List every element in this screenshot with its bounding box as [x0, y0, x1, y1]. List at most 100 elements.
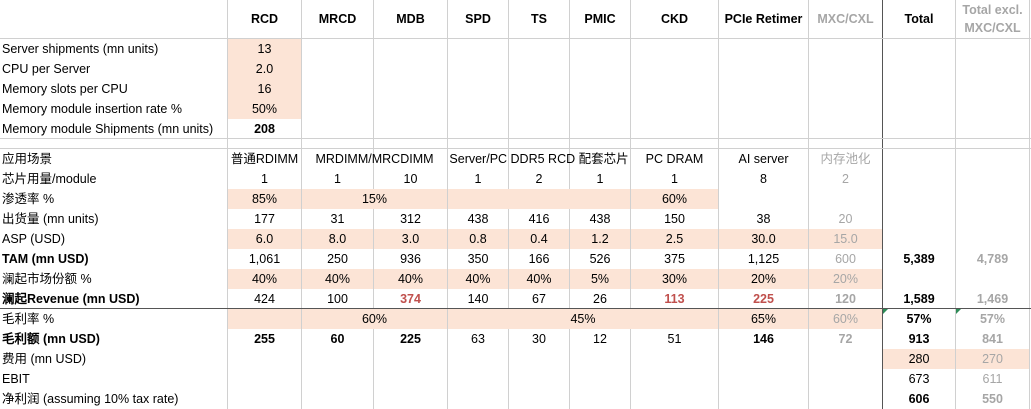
- column-header-spd: SPD: [465, 12, 491, 26]
- revenue-value: 26: [593, 292, 607, 306]
- asp-value: 1.2: [570, 229, 630, 249]
- column-header-mxc-cxl: MXC/CXL: [817, 12, 874, 26]
- tam-value: 1,125: [747, 252, 780, 266]
- row-label-net-profit: 净利润 (assuming 10% tax rate): [2, 392, 179, 406]
- net-profit-total-excl: 550: [982, 392, 1003, 406]
- expense-total: 280: [883, 349, 955, 369]
- row-label-chips: 芯片用量/module: [2, 172, 97, 186]
- grid-line: [301, 0, 302, 409]
- share-value: 40%: [228, 269, 301, 289]
- revenue-value: 225: [753, 292, 774, 306]
- chips-value: 1: [261, 172, 268, 186]
- chips-value: 10: [403, 172, 418, 186]
- asp-value: 15.0: [809, 229, 882, 249]
- net-profit-total: 606: [908, 392, 930, 406]
- shipments-value: 38: [756, 212, 771, 226]
- tam-value: 600: [835, 252, 856, 266]
- gross-profit-total-excl: 841: [982, 332, 1003, 346]
- share-value: 5%: [570, 269, 630, 289]
- share-value: 40%: [448, 269, 508, 289]
- chips-value: 8: [760, 172, 767, 186]
- gross-profit-value: 30: [532, 332, 546, 346]
- row-label-memory-slots: Memory slots per CPU: [2, 82, 128, 96]
- grid-line: [0, 138, 1031, 139]
- tam-value: 375: [664, 252, 685, 266]
- gross-margin-spd-group: 45%: [448, 309, 718, 329]
- comment-indicator-icon: [956, 309, 961, 314]
- chips-value: 1: [596, 172, 604, 186]
- grid-line: [447, 0, 448, 409]
- gross-margin-blank: [228, 309, 301, 329]
- share-value: 40%: [374, 269, 447, 289]
- revenue-value: 100: [327, 292, 348, 306]
- shipments-value: 416: [528, 212, 550, 226]
- penetration-ckd: 60%: [631, 189, 718, 209]
- column-header-total: Total: [904, 12, 934, 26]
- column-header-rcd: RCD: [250, 12, 279, 26]
- tam-value: 250: [327, 252, 348, 266]
- cpu-per-server-value: 2.0: [228, 59, 301, 79]
- module-shipments-value: 208: [254, 122, 275, 136]
- shipments-value: 312: [400, 212, 421, 226]
- tam-total: 5,389: [903, 252, 935, 266]
- gross-profit-value: 63: [471, 332, 485, 346]
- penetration-mrcd-mdb: 15%: [302, 189, 447, 209]
- scenario-ckd: PC DRAM: [645, 152, 704, 166]
- share-value: 40%: [302, 269, 373, 289]
- gross-margin-mrcd-group: 60%: [302, 309, 447, 329]
- grid-line: [718, 0, 719, 409]
- row-label-gross-margin: 毛利率 %: [2, 312, 55, 326]
- grid-line: [0, 148, 1031, 149]
- scenario-pcie: AI server: [738, 152, 789, 166]
- gross-profit-value: 225: [400, 332, 421, 346]
- scenario-rcd: 普通RDIMM: [230, 152, 299, 166]
- row-label-server-shipments: Server shipments (mn units): [2, 42, 159, 56]
- share-value: 40%: [509, 269, 569, 289]
- share-value: 30%: [631, 269, 718, 289]
- grid-line: [0, 38, 1031, 39]
- tam-value: 526: [589, 252, 611, 266]
- gross-profit-value: 51: [667, 332, 682, 346]
- asp-value: 3.0: [374, 229, 447, 249]
- gross-profit-value: 12: [593, 332, 607, 346]
- column-header-total-excl: Total excl. MXC/CXL: [962, 3, 1023, 35]
- comment-indicator-icon: [883, 309, 888, 314]
- grid-line: [882, 0, 883, 409]
- tam-value: 1,061: [248, 252, 281, 266]
- shipments-value: 177: [254, 212, 275, 226]
- column-header-ckd: CKD: [660, 12, 689, 26]
- chips-value: 1: [334, 172, 341, 186]
- shipments-value: 438: [467, 212, 489, 226]
- gross-profit-value: 255: [254, 332, 275, 346]
- row-label-cpu-per-server: CPU per Server: [2, 62, 91, 76]
- shipments-value: 438: [589, 212, 611, 226]
- chips-value: 1: [671, 172, 678, 186]
- row-label-penetration: 渗透率 %: [2, 192, 55, 206]
- revenue-total-excl: 1,469: [976, 292, 1009, 306]
- revenue-value: 374: [400, 292, 421, 306]
- asp-value: 2.5: [631, 229, 718, 249]
- row-label-market-share: 澜起市场份额 %: [2, 272, 92, 286]
- revenue-value: 67: [532, 292, 546, 306]
- gross-margin-total: 57%: [906, 312, 932, 326]
- penetration-rcd: 85%: [228, 189, 301, 209]
- row-label-expense: 费用 (mn USD): [2, 352, 87, 366]
- chips-value: 2: [535, 172, 543, 186]
- grid-line: [1029, 0, 1030, 409]
- shipments-value: 20: [838, 212, 853, 226]
- asp-value: 0.8: [448, 229, 508, 249]
- penetration-blank: [448, 189, 630, 209]
- row-label-shipments: 出货量 (mn units): [2, 212, 99, 226]
- tam-value: 166: [528, 252, 550, 266]
- grid-line: [630, 0, 631, 409]
- gross-profit-value: 72: [838, 332, 853, 346]
- revenue-value: 113: [664, 292, 685, 306]
- gross-profit-value: 60: [330, 332, 345, 346]
- row-label-ebit: EBIT: [2, 372, 30, 386]
- column-header-mdb: MDB: [396, 12, 425, 26]
- expense-total-excl: 270: [956, 349, 1029, 369]
- gross-profit-value: 146: [753, 332, 774, 346]
- row-label-revenue: 澜起Revenue (mn USD): [2, 292, 140, 306]
- grid-line: [0, 308, 1031, 309]
- scenario-spd-pmic: Server/PC DDR5 RCD 配套芯片: [449, 152, 629, 166]
